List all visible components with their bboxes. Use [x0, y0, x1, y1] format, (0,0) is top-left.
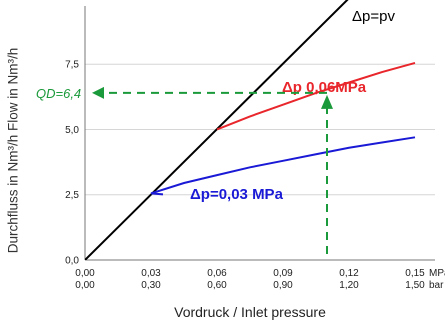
x-tick-label-mpa: 0,06 [207, 268, 227, 279]
x-tick-label-mpa: 0,12 [339, 268, 359, 279]
x-tick-label-bar: 0,30 [141, 280, 161, 291]
y-tick-label: 7,5 [65, 60, 79, 71]
annotation-label: QD=6,4 [36, 86, 81, 101]
x-unit-bar: bar [429, 280, 444, 291]
x-tick-label-mpa: 0,00 [75, 268, 95, 279]
series-clip-group [85, 0, 416, 260]
x-tick-label-mpa: 0,15 [405, 268, 425, 279]
y-tick-label: 5,0 [65, 125, 79, 136]
series-line-1 [85, 0, 349, 260]
series-label-red: Δp 0,06MPa [282, 79, 367, 96]
x-tick-label-mpa: 0,09 [273, 268, 293, 279]
x-unit-mpa: MPa [429, 268, 445, 279]
grid-lines [85, 63, 435, 196]
x-axis-title-text: Vordruck / Inlet pressure [174, 304, 326, 320]
series-line-2 [216, 61, 416, 131]
x-tick-label-bar: 1,50 [405, 280, 425, 291]
x-tick-label-bar: 0,60 [207, 280, 227, 291]
x-tick-label-bar: 1,20 [339, 280, 359, 291]
series-layer: Δp=pv Δp 0,06MPa Δp=0,03 MPa [85, 0, 416, 260]
annotation-layer: QD=6,4 [36, 86, 333, 254]
series-label-blue: Δp=0,03 MPa [190, 186, 284, 203]
x-tick-label-mpa: 0,03 [141, 268, 161, 279]
series-line-3 [150, 136, 416, 195]
x-axis-title: Vordruck / Inlet pressure [0, 304, 445, 320]
annotation-arrow-left [92, 86, 104, 99]
y-axis: 0,0 2,5 5,0 7,5 [65, 6, 86, 267]
x-tick-label-bar: 0,00 [75, 280, 95, 291]
x-tick-label-bar: 0,90 [273, 280, 293, 291]
x-axis: 0,000,00 0,030,30 0,060,60 0,090,90 0,121,20… [75, 259, 445, 291]
y-tick-label: 0,0 [65, 256, 79, 267]
series-label-black: Δp=pv [352, 8, 395, 25]
y-axis-title-text: Durchfluss in Nm³/h Flow in Nm³/h [5, 47, 21, 253]
y-axis-title: Durchfluss in Nm³/h Flow in Nm³/h [2, 0, 24, 300]
annotation-arrow-up [321, 94, 333, 109]
y-tick-label: 2,5 [65, 190, 79, 201]
blue-marker [150, 192, 164, 196]
